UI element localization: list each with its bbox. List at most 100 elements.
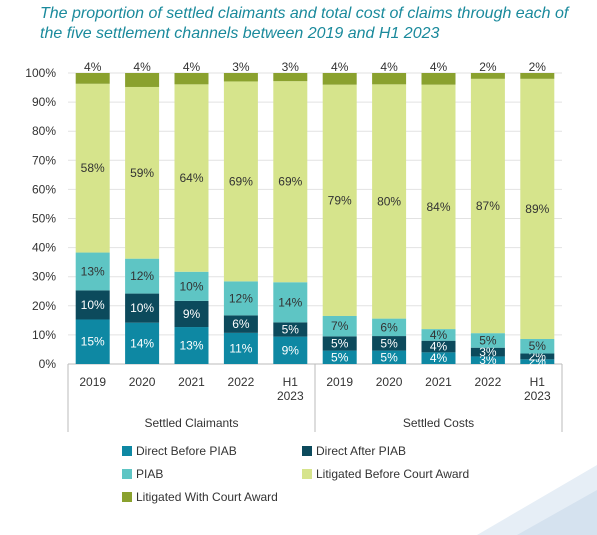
bar-segment <box>125 86 160 259</box>
corner-decoration <box>477 465 597 535</box>
bar-segment <box>223 281 258 316</box>
data-label: 5% <box>331 350 349 364</box>
x-axis: 2019 2020 2021 2022 H1 2023 2019 2020 2021 2022 H1… <box>67 364 563 432</box>
x-tick-label: 2020 <box>129 375 156 389</box>
legend-label: PIAB <box>136 467 163 481</box>
bar-segment <box>421 329 456 341</box>
data-label: 13% <box>179 339 203 353</box>
data-label: 4% <box>430 60 448 74</box>
x-group-label: Settled Costs <box>403 416 474 430</box>
data-label: 9% <box>183 307 201 321</box>
bar-segment <box>322 336 357 351</box>
bar-segment <box>322 84 357 316</box>
y-tick-label: 100% <box>25 66 56 80</box>
bar-segment <box>520 353 555 360</box>
x-tick-label: 2020 <box>376 375 403 389</box>
x-group-label: Settled Claimants <box>144 416 238 430</box>
y-tick-label: 70% <box>32 153 56 167</box>
y-tick-label: 50% <box>32 212 56 226</box>
data-label: 59% <box>130 166 154 180</box>
bar-segment <box>273 81 308 283</box>
y-tick-label: 90% <box>32 95 56 109</box>
legend-swatch <box>122 469 132 479</box>
legend-label: Litigated Before Court Award <box>316 467 469 481</box>
data-label: 15% <box>81 335 105 349</box>
data-label: 2% <box>529 60 547 74</box>
bar-segment <box>125 73 160 87</box>
bar-segment <box>470 73 505 79</box>
data-label: 79% <box>328 193 352 207</box>
legend: Direct Before PIAB Direct After PIAB PIAB L… <box>122 444 469 504</box>
data-label: 64% <box>179 171 203 185</box>
data-label: 10% <box>81 298 105 312</box>
legend-label: Direct After PIAB <box>316 444 406 458</box>
legend-swatch <box>122 492 132 502</box>
bar-segment <box>223 81 258 282</box>
bar-segment <box>174 73 209 85</box>
x-tick-label: 2019 <box>79 375 106 389</box>
data-label: 4% <box>430 340 448 354</box>
data-label: 5% <box>479 333 497 347</box>
legend-label: Litigated With Court Award <box>136 490 278 504</box>
y-tick-label: 40% <box>32 241 56 255</box>
bar-segment <box>520 78 555 339</box>
data-label: 5% <box>380 350 398 364</box>
bar-segment <box>421 84 456 330</box>
bar-segment <box>421 340 456 353</box>
x-tick-label: 2019 <box>326 375 353 389</box>
data-label: 5% <box>331 336 349 350</box>
data-label: 89% <box>525 202 549 216</box>
legend-swatch <box>302 469 312 479</box>
data-label: 80% <box>377 194 401 208</box>
bar-segment <box>520 338 555 354</box>
bar-segment <box>174 84 209 272</box>
data-label: 10% <box>179 279 203 293</box>
bar-segment <box>223 73 258 82</box>
data-label: 12% <box>229 291 253 305</box>
bar-segment <box>372 336 407 351</box>
bar-segment <box>421 73 456 85</box>
data-label: 4% <box>430 328 448 342</box>
bar-segment <box>470 347 505 357</box>
bar-segment <box>125 258 160 294</box>
data-label: 3% <box>479 353 497 367</box>
bar-segment <box>75 83 110 253</box>
bar-segment <box>372 84 407 319</box>
bar-segment <box>322 350 357 364</box>
x-tick-label: 2021 <box>178 375 205 389</box>
data-label: 4% <box>84 60 102 74</box>
data-label: 87% <box>476 199 500 213</box>
bar-segment <box>470 333 505 348</box>
data-label: 5% <box>282 323 300 337</box>
bar-segment <box>174 271 209 301</box>
data-label: 4% <box>380 60 398 74</box>
bar-segment <box>372 318 407 337</box>
data-label: 58% <box>81 161 105 175</box>
bar-segment <box>470 78 505 334</box>
data-label: 4% <box>331 60 349 74</box>
data-label: 5% <box>529 339 547 353</box>
data-label: 3% <box>232 60 250 74</box>
bar-segment <box>273 73 308 82</box>
bar-segment <box>470 356 505 364</box>
y-tick-label: 0% <box>39 357 57 371</box>
bar-segment <box>75 252 110 291</box>
data-label: 3% <box>479 345 497 359</box>
data-label: 84% <box>426 200 450 214</box>
data-label: 69% <box>229 174 253 188</box>
x-tick-label: 2021 <box>425 375 452 389</box>
legend-swatch <box>122 446 132 456</box>
data-label: 12% <box>130 269 154 283</box>
data-label: 9% <box>282 343 300 357</box>
bar-segment <box>75 290 110 320</box>
bar-segment <box>273 336 308 364</box>
y-tick-label: 30% <box>32 270 56 284</box>
data-label: 10% <box>130 301 154 315</box>
data-label: 6% <box>232 317 250 331</box>
bar-segment <box>372 350 407 364</box>
legend-label: Direct Before PIAB <box>136 444 237 458</box>
bar-segment <box>520 73 555 79</box>
bars: 15% 10% 13% 58% 4% 14% 10% 12% 59% 4% 13% 9% 10% 64% 4… <box>75 60 555 369</box>
data-label: 69% <box>278 175 302 189</box>
data-label: 4% <box>133 60 151 74</box>
